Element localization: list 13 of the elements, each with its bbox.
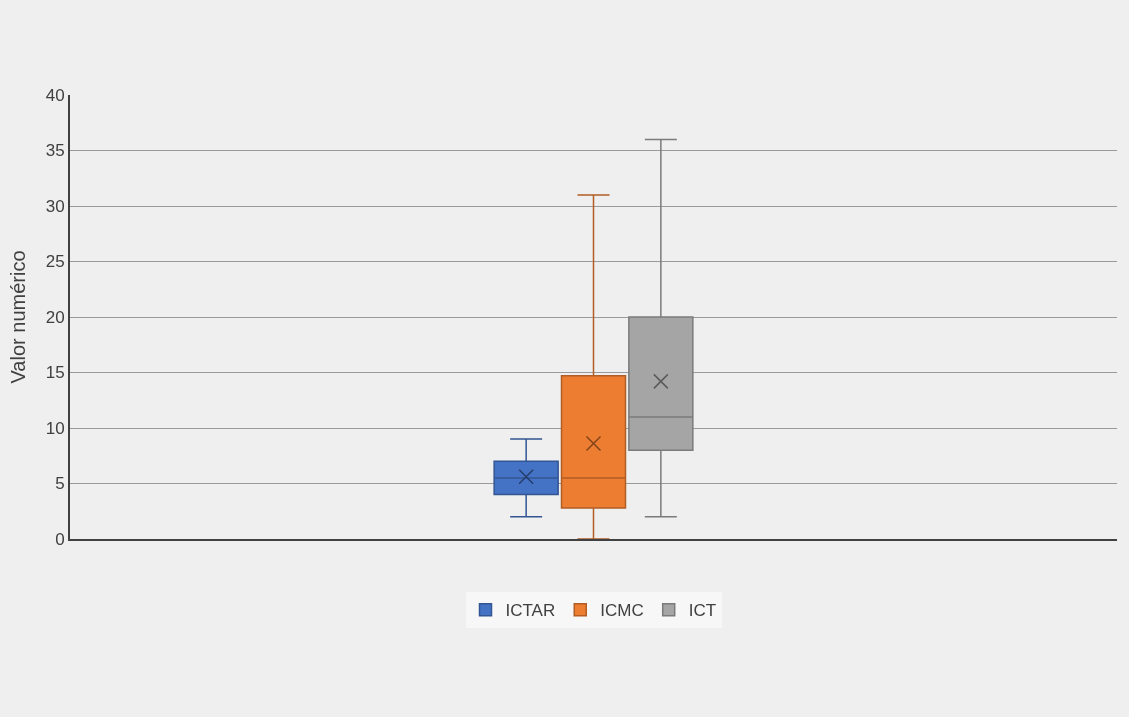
y-tick-label: 40 [45, 85, 65, 105]
legend-label: ICT [688, 601, 717, 621]
legend-label: ICMC [600, 601, 644, 621]
y-tick-label: 5 [55, 474, 65, 494]
y-tick-label: 15 [45, 363, 65, 383]
y-tick-label: 35 [45, 141, 65, 161]
legend-label: ICTAR [505, 601, 556, 621]
y-tick-label: 0 [55, 529, 65, 549]
y-tick-label: 10 [45, 418, 65, 438]
y-tick-label: 20 [45, 307, 65, 327]
y-tick-label: 25 [45, 252, 65, 272]
y-axis-title: Valor numérico [6, 250, 29, 384]
y-tick-label: 30 [45, 196, 65, 216]
